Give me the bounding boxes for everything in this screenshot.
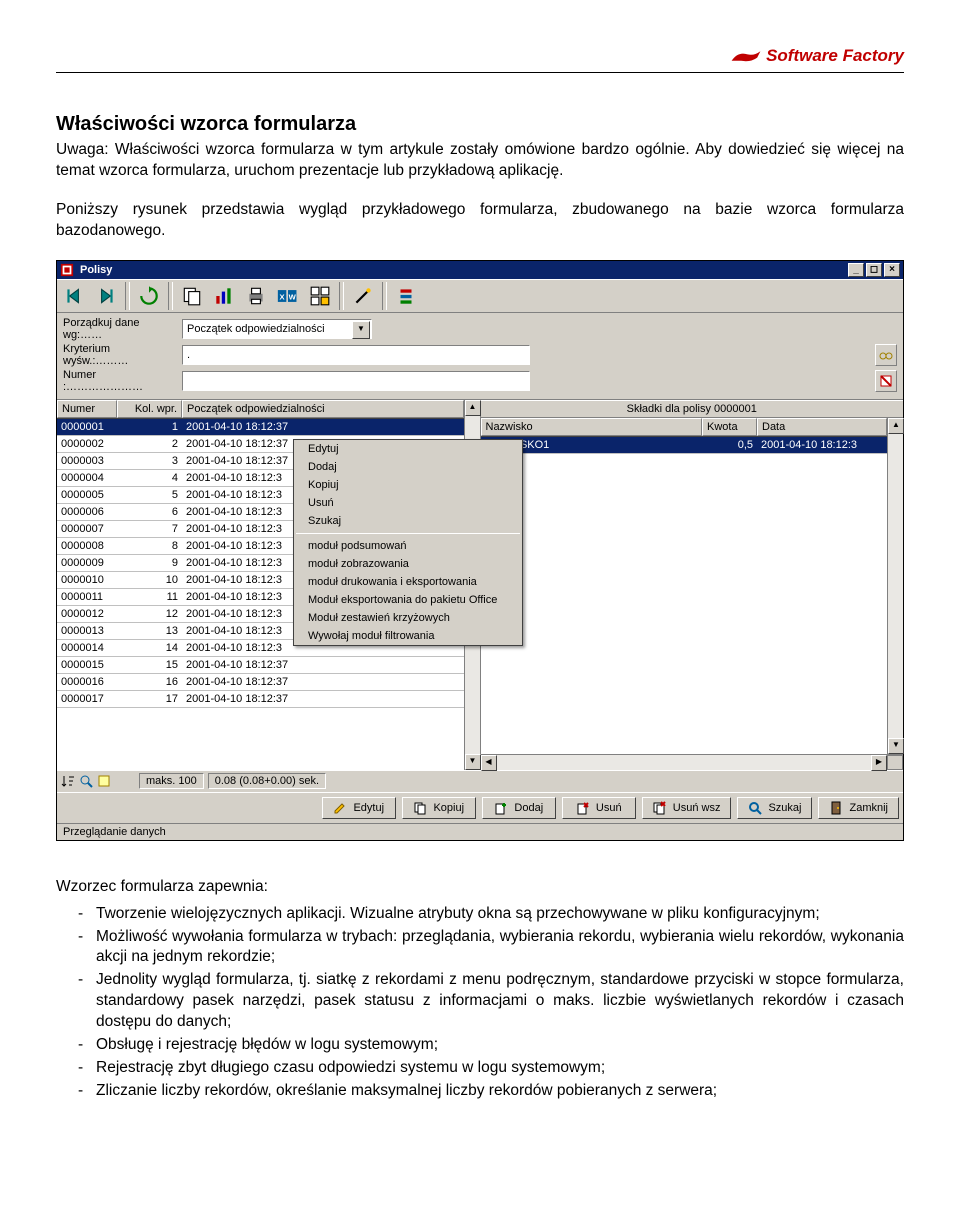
kopiuj-button[interactable]: Kopiuj xyxy=(402,797,476,819)
page-header: Software Factory xyxy=(56,46,904,73)
bullet-item: Tworzenie wielojęzycznych aplikacji. Wiz… xyxy=(78,904,904,925)
tb-excel-icon[interactable]: XW xyxy=(273,282,303,310)
section-heading: Właściwości wzorca formularza xyxy=(56,113,904,136)
crit-field[interactable]: . xyxy=(182,345,530,365)
bullet-item: Zliczanie liczby rekordów, określanie ma… xyxy=(78,1081,904,1102)
bullet-item: Rejestrację zbyt długiego czasu odpowied… xyxy=(78,1058,904,1079)
bird-icon xyxy=(730,47,762,65)
col-data[interactable]: Data xyxy=(757,418,887,436)
sort-icon xyxy=(61,774,75,788)
brand-text: Software Factory xyxy=(766,46,904,66)
tb-chart-icon[interactable] xyxy=(209,282,239,310)
right-title: Składki dla polisy 0000001 xyxy=(481,400,904,418)
tb-filter-icon[interactable] xyxy=(391,282,421,310)
menu-item[interactable]: moduł zobrazowania xyxy=(294,555,522,573)
usuń-wsz-button[interactable]: Usuń wsz xyxy=(642,797,732,819)
table-row[interactable]: 0000017172001-04-10 18:12:37 xyxy=(57,691,464,708)
titlebar: Polisy _ ◻ × xyxy=(57,261,903,279)
tb-print-icon[interactable] xyxy=(241,282,271,310)
app-icon xyxy=(60,263,74,277)
minimize-button[interactable]: _ xyxy=(848,263,864,277)
statusbar: Przeglądanie danych xyxy=(57,823,903,840)
tb-copy-icon[interactable] xyxy=(177,282,207,310)
szukaj-button[interactable]: Szukaj xyxy=(737,797,812,819)
svg-text:W: W xyxy=(289,292,297,301)
menu-item[interactable]: Kopiuj xyxy=(294,476,522,494)
toolbar: XW xyxy=(57,279,903,313)
crit-label: Kryterium wyśw.:……… xyxy=(63,343,178,367)
table-row[interactable]: 0000015152001-04-10 18:12:37 xyxy=(57,657,464,674)
sort-label: Porządkuj dane wg:…… xyxy=(63,317,178,341)
right-grid-area: Składki dla polisy 0000001 Nazwisko Kwot… xyxy=(481,400,904,770)
status-maks: maks. 100 xyxy=(139,773,204,789)
menu-item[interactable]: Moduł eksportowania do pakietu Office xyxy=(294,591,522,609)
col-numer[interactable]: Numer xyxy=(57,400,117,418)
bullet-item: Obsługę i rejestrację błędów w logu syst… xyxy=(78,1035,904,1056)
usuń-button[interactable]: Usuń xyxy=(562,797,636,819)
tb-wand-icon[interactable] xyxy=(348,282,378,310)
col-kwota[interactable]: Kwota xyxy=(702,418,757,436)
menu-item[interactable]: Szukaj xyxy=(294,512,522,530)
para2: Poniższy rysunek przedstawia wygląd przy… xyxy=(56,200,904,242)
app-window: Polisy _ ◻ × XW Porzą xyxy=(56,260,904,841)
table-row[interactable]: NAZWISKO10,52001-04-10 18:12:3 xyxy=(481,437,888,454)
right-scroll-v[interactable]: ▲▼ xyxy=(887,418,903,754)
right-grid[interactable]: Nazwisko Kwota Data NAZWISKO10,52001-04-… xyxy=(481,418,888,754)
tb-last-icon[interactable] xyxy=(91,282,121,310)
status-row: maks. 100 0.08 (0.08+0.00) sek. xyxy=(57,770,903,792)
table-row[interactable]: 000000112001-04-10 18:12:37 xyxy=(57,419,464,436)
dodaj-button[interactable]: Dodaj xyxy=(482,797,556,819)
tb-first-icon[interactable] xyxy=(59,282,89,310)
context-menu[interactable]: EdytujDodajKopiujUsuńSzukaj moduł podsumo… xyxy=(293,439,523,646)
menu-item[interactable]: Dodaj xyxy=(294,458,522,476)
menu-item[interactable]: Usuń xyxy=(294,494,522,512)
col-nazwisko[interactable]: Nazwisko xyxy=(481,418,703,436)
filter-panel: Porządkuj dane wg:…… Początek odpowiedzi… xyxy=(57,313,903,400)
tb-pivot-icon[interactable] xyxy=(305,282,335,310)
button-bar: Edytuj Kopiuj Dodaj Usuń Usuń wszSzukaj Zamkn… xyxy=(57,792,903,823)
menu-item[interactable]: Wywołaj moduł filtrowania xyxy=(294,627,522,645)
sort-combo[interactable]: Początek odpowiedzialności xyxy=(182,319,372,339)
edytuj-button[interactable]: Edytuj xyxy=(322,797,396,819)
col-poczatek[interactable]: Początek odpowiedzialności xyxy=(182,400,464,418)
after-heading: Wzorzec formularza zapewnia: xyxy=(56,877,904,898)
tb-refresh-icon[interactable] xyxy=(134,282,164,310)
bullet-list: Tworzenie wielojęzycznych aplikacji. Wiz… xyxy=(56,904,904,1102)
zamknij-button[interactable]: Zamknij xyxy=(818,797,899,819)
menu-item[interactable]: Edytuj xyxy=(294,440,522,458)
menu-item[interactable]: moduł drukowania i eksportowania xyxy=(294,573,522,591)
window-title: Polisy xyxy=(80,264,112,276)
intro-paragraph: Uwaga: Właściwości wzorca formularza w t… xyxy=(56,140,904,182)
find-icon xyxy=(79,774,93,788)
right-scroll-h[interactable]: ◀▶ xyxy=(481,754,904,770)
close-button[interactable]: × xyxy=(884,263,900,277)
status-sek: 0.08 (0.08+0.00) sek. xyxy=(208,773,326,789)
col-kol[interactable]: Kol. wpr. xyxy=(117,400,182,418)
bullet-item: Jednolity wygląd formularza, tj. siatkę … xyxy=(78,970,904,1033)
note-icon xyxy=(97,774,111,788)
menu-item[interactable]: Moduł zestawień krzyżowych xyxy=(294,609,522,627)
num-label: Numer :………………… xyxy=(63,369,178,393)
menu-item[interactable]: moduł podsumowań xyxy=(294,537,522,555)
glasses-icon[interactable] xyxy=(875,344,897,366)
num-field[interactable] xyxy=(182,371,530,391)
table-row[interactable]: 0000016162001-04-10 18:12:37 xyxy=(57,674,464,691)
maximize-button[interactable]: ◻ xyxy=(866,263,882,277)
brand-logo: Software Factory xyxy=(730,46,904,66)
clear-icon[interactable] xyxy=(875,370,897,392)
bullet-item: Możliwość wywołania formularza w trybach… xyxy=(78,927,904,969)
